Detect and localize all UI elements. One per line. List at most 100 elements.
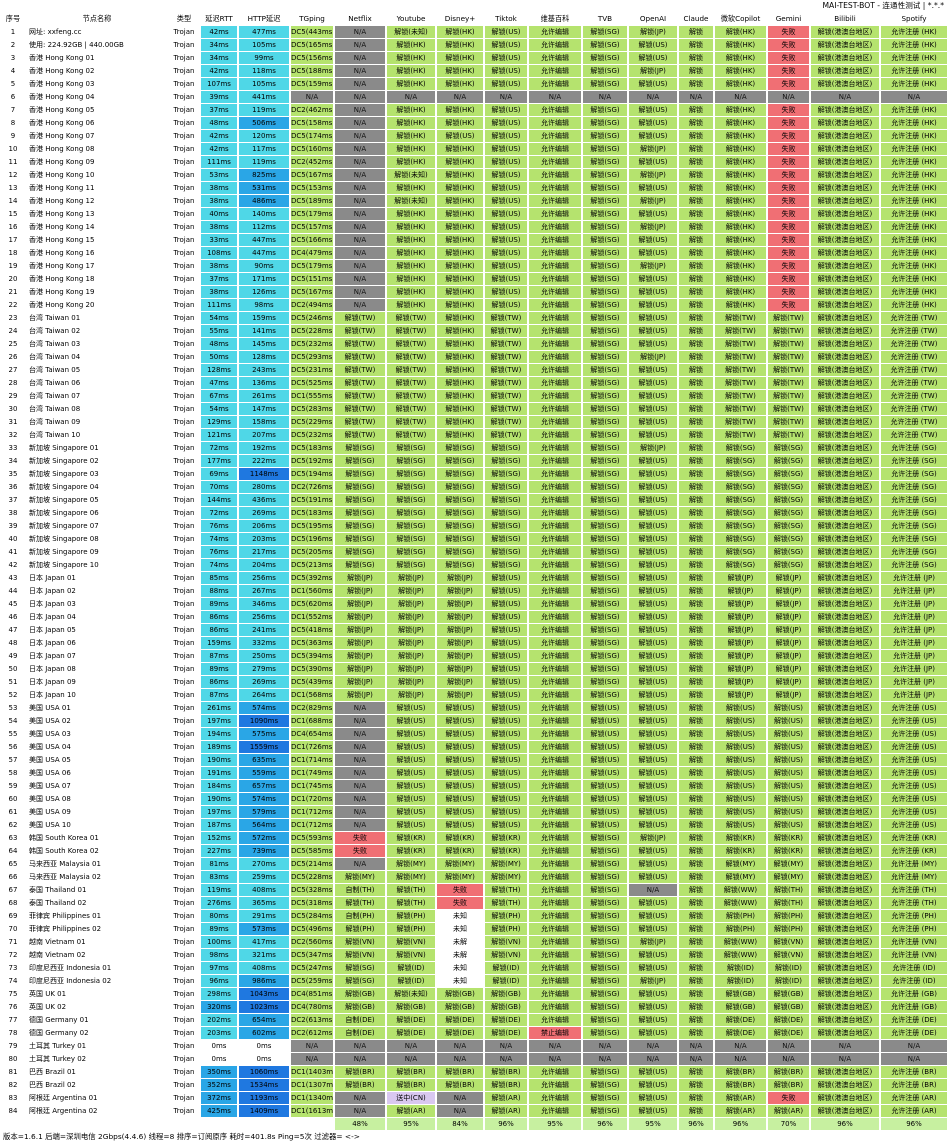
cell-node-name: 马来西亚 Malaysia 01	[29, 860, 101, 868]
cell-gemini: 失败	[768, 78, 809, 90]
cell-tvb: 解锁(SG)	[583, 182, 627, 194]
cell-gemini: 解锁(TW)	[768, 429, 809, 441]
cell-spotify: 允许注册 (TW)	[881, 351, 947, 363]
cell-tiktok: 解锁(DE)	[485, 1014, 527, 1026]
cell-type: Trojan	[173, 249, 195, 257]
cell-disney: 解锁(HK)	[437, 351, 483, 363]
cell-tgping: DC1(749ms)	[291, 767, 333, 779]
cell-tvb: 解锁(SG)	[583, 247, 627, 259]
cell-copilot: 解锁(TW)	[715, 312, 766, 324]
cell-rtt: 85ms	[201, 572, 237, 584]
header-claude: Claude	[683, 14, 709, 23]
cell-tvb: 解锁(SG)	[583, 975, 627, 987]
cell-netflix: N/A	[335, 117, 385, 129]
cell-spotify: 允许注册 (US)	[881, 819, 947, 831]
cell-netflix: 解锁(PH)	[335, 923, 385, 935]
cell-claude: N/A	[679, 91, 713, 103]
cell-tvb: 解锁(SG)	[583, 598, 627, 610]
cell-openai: 解锁(US)	[629, 325, 677, 337]
table-row: 11 香港 Hong Kong 09 Trojan 111ms 119ms DC2(452…	[0, 156, 948, 169]
cell-rtt: 34ms	[201, 39, 237, 51]
cell-index: 24	[8, 327, 18, 335]
cell-youtube: 解锁(TW)	[387, 312, 435, 324]
cell-node-name: 香港 Hong Kong 09	[29, 158, 95, 166]
cell-tgping: DC5(156ms)	[291, 52, 333, 64]
cell-tiktok: 解锁(US)	[485, 247, 527, 259]
cell-spotify: 允许注册 (ID)	[881, 962, 947, 974]
cell-openai: 解锁(US)	[629, 52, 677, 64]
cell-rtt: 190ms	[201, 754, 237, 766]
cell-rtt: 111ms	[201, 156, 237, 168]
table-row: 72 越南 Vietnam 02 Trojan 98ms 321ms DC5(347ms)…	[0, 949, 948, 962]
cell-youtube: N/A	[387, 91, 435, 103]
cell-youtube: 解锁(HK)	[387, 286, 435, 298]
cell-openai: 解锁(US)	[629, 585, 677, 597]
cell-tgping: DC5(160ms)	[291, 143, 333, 155]
cell-rtt: 425ms	[201, 1105, 237, 1117]
cell-disney: 解锁(US)	[437, 819, 483, 831]
cell-node-name: 香港 Hong Kong 03	[29, 80, 95, 88]
cell-wikipedia: 允许编辑	[529, 403, 581, 415]
cell-youtube: 解锁(US)	[387, 793, 435, 805]
cell-bilibili: 解锁(港澳台地区)	[811, 767, 879, 779]
cell-http-latency: 657ms	[239, 780, 289, 792]
cell-claude: 解锁	[679, 65, 713, 77]
cell-index: 12	[8, 171, 18, 179]
cell-spotify: 允许注册 (HK)	[881, 104, 947, 116]
cell-gemini: 解锁(BR)	[768, 1079, 809, 1091]
cell-bilibili: 解锁(港澳台地区)	[811, 169, 879, 181]
cell-netflix: N/A	[335, 767, 385, 779]
cell-tvb: 解锁(US)	[583, 767, 627, 779]
cell-claude: 解锁	[679, 858, 713, 870]
cell-tgping: DC5(496ms)	[291, 923, 333, 935]
table-row: 82 巴西 Brazil 02 Trojan 352ms 1534ms DC1(1307m…	[0, 1079, 948, 1092]
cell-bilibili: 解锁(港澳台地区)	[811, 728, 879, 740]
cell-tvb: 解锁(SG)	[583, 637, 627, 649]
cell-index: 77	[8, 1016, 18, 1024]
cell-index: 14	[8, 197, 18, 205]
cell-http-latency: 90ms	[239, 260, 289, 272]
cell-tvb: 解锁(SG)	[583, 1105, 627, 1117]
cell-bilibili: 解锁(港澳台地区)	[811, 611, 879, 623]
cell-openai: 解锁(US)	[629, 923, 677, 935]
cell-spotify: 允许注册 (TW)	[881, 338, 947, 350]
cell-index: 47	[8, 626, 18, 634]
cell-tvb: 解锁(SG)	[583, 910, 627, 922]
cell-type: Trojan	[173, 704, 195, 712]
cell-tiktok: 解锁(SG)	[485, 455, 527, 467]
cell-type: Trojan	[173, 938, 195, 946]
cell-copilot: 解锁(JP)	[715, 572, 766, 584]
cell-spotify: 允许注册 (SG)	[881, 559, 947, 571]
cell-gemini: 解锁(SG)	[768, 520, 809, 532]
cell-tvb: 解锁(SG)	[583, 897, 627, 909]
cell-bilibili: 解锁(港澳台地区)	[811, 52, 879, 64]
cell-claude: 解锁	[679, 1027, 713, 1039]
cell-index: 11	[8, 158, 18, 166]
cell-http-latency: 531ms	[239, 182, 289, 194]
cell-gemini: 失败	[768, 117, 809, 129]
cell-rtt: 54ms	[201, 403, 237, 415]
cell-tvb: 解锁(SG)	[583, 624, 627, 636]
cell-type: Trojan	[173, 93, 195, 101]
cell-tgping: DC5(585ms)	[291, 845, 333, 857]
cell-spotify: 允许注册 (HK)	[881, 39, 947, 51]
cell-wikipedia: 允许编辑	[529, 468, 581, 480]
table-row: 12 香港 Hong Kong 10 Trojan 53ms 825ms DC5(167m…	[0, 169, 948, 182]
cell-type: Trojan	[173, 1068, 195, 1076]
cell-netflix: N/A	[335, 156, 385, 168]
cell-tvb: 解锁(SG)	[583, 39, 627, 51]
cell-openai: 解锁(US)	[629, 650, 677, 662]
cell-rtt: 320ms	[201, 1001, 237, 1013]
cell-tgping: DC5(394ms)	[291, 650, 333, 662]
cell-http-latency: 1193ms	[239, 1092, 289, 1104]
cell-bilibili: 解锁(港澳台地区)	[811, 390, 879, 402]
cell-netflix: N/A	[335, 754, 385, 766]
cell-tiktok: 解锁(MY)	[485, 871, 527, 883]
cell-netflix: N/A	[335, 260, 385, 272]
cell-type: Trojan	[173, 717, 195, 725]
cell-tvb: 解锁(US)	[583, 793, 627, 805]
cell-claude: 解锁	[679, 481, 713, 493]
cell-bilibili: 解锁(港澳台地区)	[811, 975, 879, 987]
cell-http-latency: 635ms	[239, 754, 289, 766]
cell-tiktok: 解锁(KR)	[485, 845, 527, 857]
